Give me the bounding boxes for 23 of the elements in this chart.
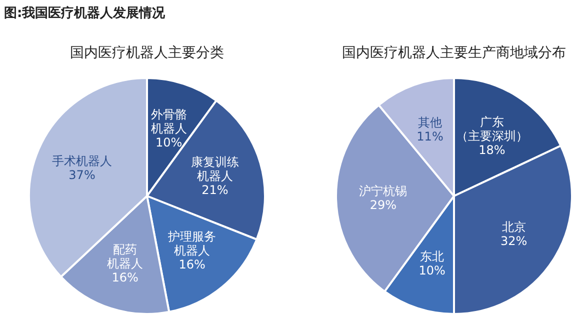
slice-label: 广东（主要深圳） bbox=[456, 115, 528, 144]
data-label: 37% bbox=[68, 168, 96, 182]
data-label: 32% bbox=[500, 234, 528, 248]
text: 图:我国医疗机器人发展情况 bbox=[4, 5, 166, 21]
chart-title: 国内医疗机器人主要生产商地域分布 bbox=[342, 45, 566, 61]
chart-title: 国内医疗机器人主要分类 bbox=[70, 45, 224, 61]
slice-label: 康复训练机器人 bbox=[190, 155, 239, 184]
data-label: 10% bbox=[156, 136, 182, 150]
data-label: 11% bbox=[416, 129, 444, 144]
slice-label: 外骨骼机器人 bbox=[150, 108, 187, 136]
slice-label: 其他 bbox=[418, 115, 442, 130]
slice-label: 东北 bbox=[420, 249, 444, 264]
slice-label: 北京 bbox=[502, 220, 526, 234]
slice-label: 护理服务机器人 bbox=[167, 230, 216, 258]
slice-label: 沪宁杭锡 bbox=[359, 184, 408, 198]
data-label: 29% bbox=[370, 198, 397, 212]
data-label: 18% bbox=[478, 143, 506, 158]
slice-label: 配药机器人 bbox=[107, 242, 144, 270]
data-label: 21% bbox=[202, 183, 228, 198]
data-label: 16% bbox=[178, 258, 206, 272]
slice-label: 手术机器人 bbox=[52, 154, 112, 168]
data-label: 16% bbox=[112, 270, 138, 284]
data-label: 10% bbox=[418, 263, 446, 278]
